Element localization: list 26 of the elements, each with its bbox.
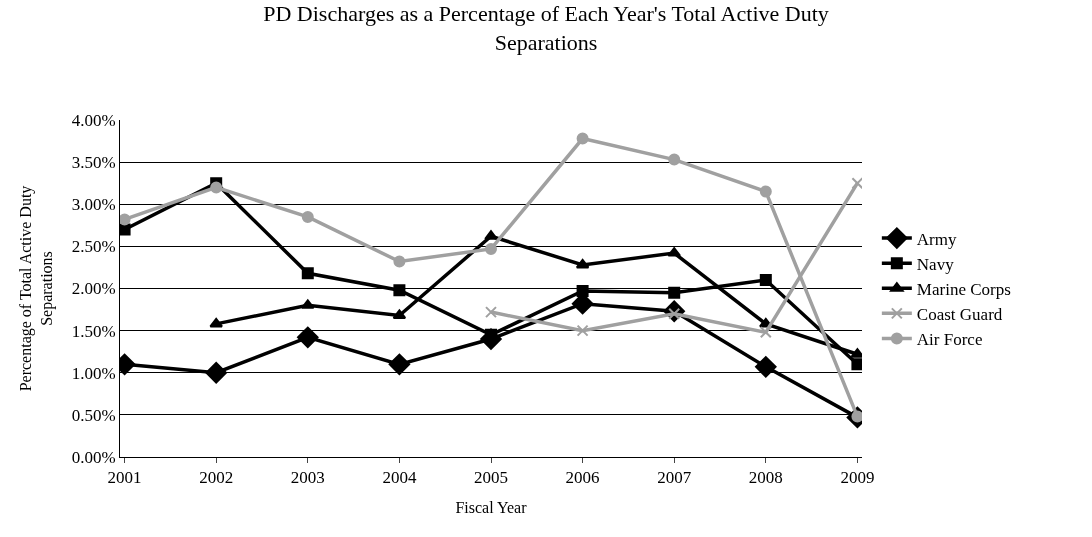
y-tick-label: 1.00%	[71, 363, 116, 383]
legend-label: Coast Guard	[916, 304, 1003, 324]
legend-label: Marine Corps	[916, 279, 1011, 299]
chart-title: PD Discharges as a Percentage of Each Year's Total Active Duty Separations	[263, 1, 829, 56]
y-axis-title: Percentage of Total Active Duty Separations	[16, 185, 56, 392]
x-tick-label: 2003	[290, 468, 325, 488]
y-tick-label: 0.50%	[71, 405, 116, 425]
y-tick-label: 3.50%	[71, 153, 116, 173]
x-tick-label: 2009	[840, 468, 875, 488]
x-tick-label: 2007	[657, 468, 692, 488]
x-tick-label: 2006	[565, 468, 600, 488]
y-tick-label: 1.50%	[71, 321, 116, 341]
legend-label: Army	[916, 229, 957, 249]
y-tick-label: 4.00%	[71, 110, 116, 130]
y-tick-label: 2.00%	[71, 279, 116, 299]
legend-label: Air Force	[916, 330, 983, 350]
x-axis-title: Fiscal Year	[455, 499, 528, 517]
y-tick-label: 3.00%	[71, 195, 116, 215]
y-tick-label: 0.00%	[71, 447, 116, 467]
y-tick-label: 2.50%	[71, 237, 116, 257]
x-tick-label: 2002	[199, 468, 234, 488]
x-tick-label: 2008	[748, 468, 783, 488]
x-tick-label: 2005	[474, 468, 508, 488]
legend-label: Navy	[916, 254, 955, 274]
x-tick-label: 2004	[382, 468, 417, 488]
x-tick-label: 2001	[107, 468, 142, 488]
